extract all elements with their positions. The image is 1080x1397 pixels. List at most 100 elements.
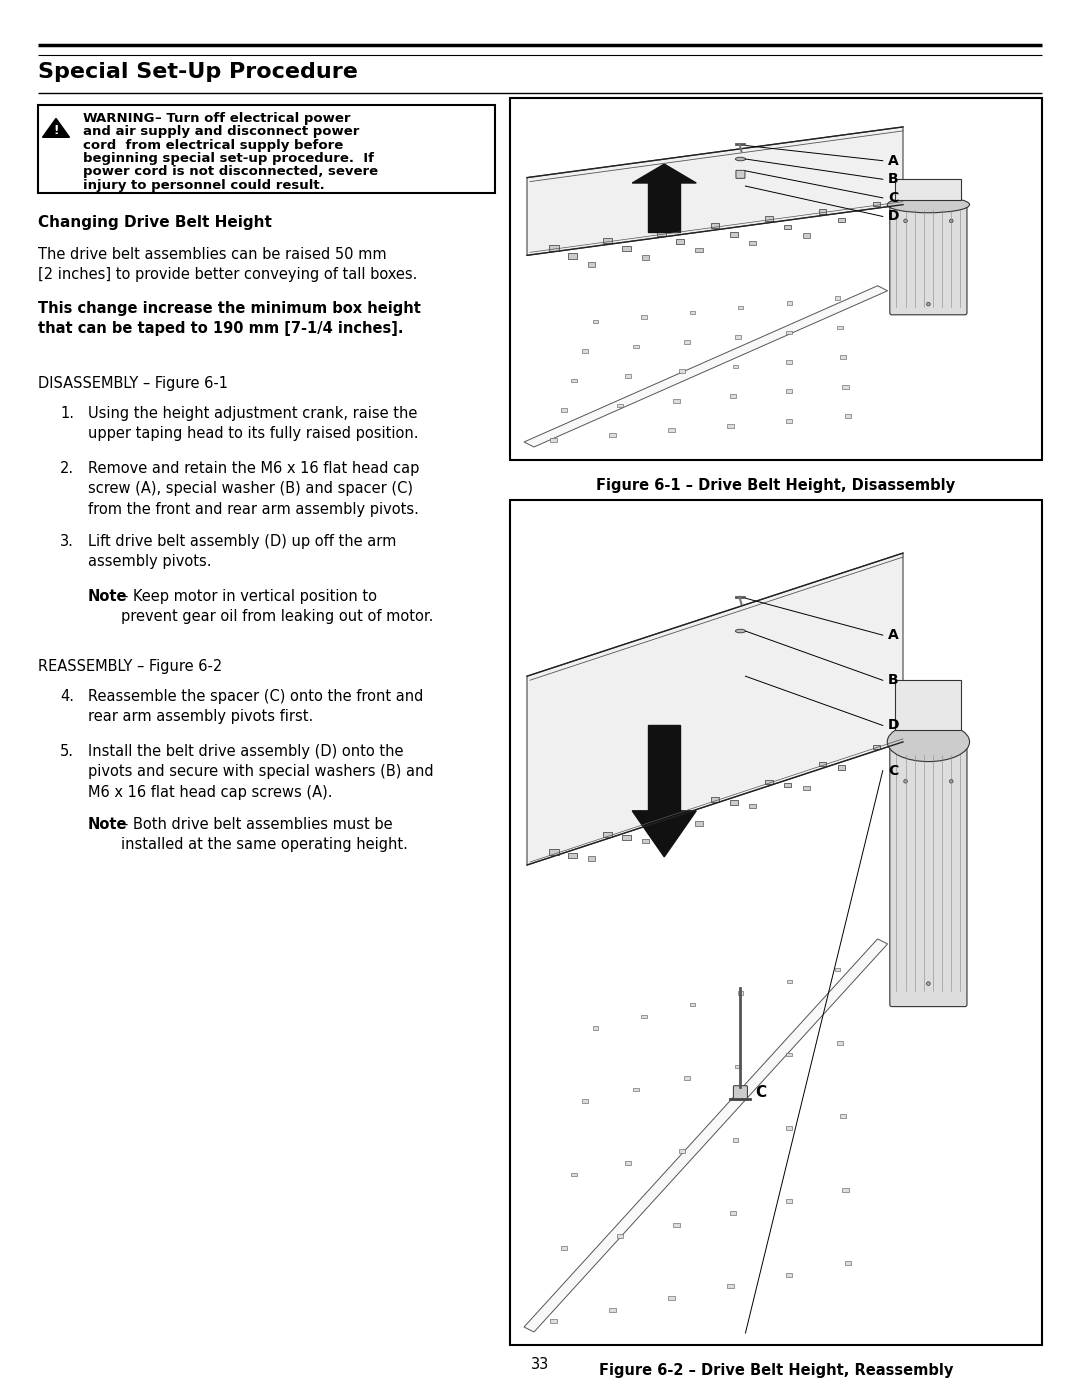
Text: Special Set-Up Procedure: Special Set-Up Procedure — [38, 61, 357, 82]
Polygon shape — [524, 286, 888, 447]
Ellipse shape — [888, 722, 970, 761]
FancyBboxPatch shape — [690, 1003, 694, 1006]
Text: 33: 33 — [531, 1356, 549, 1372]
FancyBboxPatch shape — [842, 1187, 849, 1192]
FancyBboxPatch shape — [786, 1126, 792, 1130]
FancyBboxPatch shape — [837, 326, 843, 330]
FancyBboxPatch shape — [568, 253, 577, 258]
FancyBboxPatch shape — [685, 1076, 690, 1080]
FancyBboxPatch shape — [804, 233, 810, 237]
FancyBboxPatch shape — [890, 740, 967, 1007]
FancyBboxPatch shape — [685, 339, 690, 344]
FancyBboxPatch shape — [727, 1284, 733, 1288]
Ellipse shape — [888, 197, 970, 212]
Polygon shape — [527, 127, 903, 256]
FancyBboxPatch shape — [786, 1053, 792, 1056]
Text: B: B — [888, 172, 899, 186]
Text: C: C — [755, 1085, 767, 1101]
FancyBboxPatch shape — [840, 355, 846, 359]
Text: Reassemble the spacer (C) onto the front and
rear arm assembly pivots first.: Reassemble the spacer (C) onto the front… — [87, 689, 423, 725]
Text: C: C — [888, 764, 897, 778]
FancyBboxPatch shape — [873, 745, 880, 749]
FancyBboxPatch shape — [571, 1172, 578, 1176]
Circle shape — [904, 219, 907, 222]
FancyBboxPatch shape — [750, 240, 756, 244]
FancyBboxPatch shape — [633, 1088, 638, 1091]
FancyBboxPatch shape — [840, 1115, 846, 1118]
FancyBboxPatch shape — [549, 244, 558, 250]
Polygon shape — [527, 553, 903, 865]
Circle shape — [927, 302, 930, 306]
FancyBboxPatch shape — [582, 349, 588, 353]
FancyBboxPatch shape — [568, 852, 577, 858]
FancyBboxPatch shape — [603, 237, 612, 243]
Text: Install the belt drive assembly (D) onto the
pivots and secure with special wash: Install the belt drive assembly (D) onto… — [87, 745, 434, 800]
FancyBboxPatch shape — [510, 98, 1042, 460]
FancyBboxPatch shape — [819, 210, 826, 214]
FancyBboxPatch shape — [727, 423, 733, 427]
FancyBboxPatch shape — [642, 254, 649, 260]
FancyBboxPatch shape — [786, 331, 792, 334]
Circle shape — [904, 780, 907, 784]
FancyBboxPatch shape — [588, 856, 595, 861]
FancyBboxPatch shape — [642, 838, 649, 844]
FancyBboxPatch shape — [582, 1099, 588, 1104]
FancyBboxPatch shape — [593, 1027, 598, 1030]
FancyBboxPatch shape — [835, 968, 840, 971]
FancyBboxPatch shape — [679, 1150, 685, 1153]
FancyBboxPatch shape — [804, 787, 810, 791]
Circle shape — [949, 219, 953, 222]
FancyBboxPatch shape — [609, 1308, 616, 1312]
Text: A: A — [888, 629, 899, 643]
Text: REASSEMBLY – Figure 6-2: REASSEMBLY – Figure 6-2 — [38, 659, 222, 673]
FancyBboxPatch shape — [561, 408, 567, 412]
Polygon shape — [632, 163, 697, 183]
FancyBboxPatch shape — [735, 170, 745, 179]
FancyBboxPatch shape — [633, 345, 638, 348]
Text: DISASSEMBLY – Figure 6-1: DISASSEMBLY – Figure 6-1 — [38, 376, 228, 391]
FancyBboxPatch shape — [696, 247, 702, 253]
FancyBboxPatch shape — [845, 415, 851, 418]
Text: B: B — [888, 673, 899, 687]
FancyBboxPatch shape — [895, 179, 961, 200]
FancyBboxPatch shape — [765, 217, 773, 221]
FancyBboxPatch shape — [550, 1319, 556, 1323]
FancyBboxPatch shape — [735, 1065, 741, 1069]
Text: 4.: 4. — [60, 689, 75, 704]
FancyBboxPatch shape — [657, 814, 665, 820]
FancyBboxPatch shape — [735, 335, 741, 339]
FancyBboxPatch shape — [642, 1014, 647, 1018]
FancyBboxPatch shape — [835, 296, 840, 300]
Polygon shape — [648, 182, 680, 232]
Text: !: ! — [53, 123, 58, 137]
Text: D: D — [888, 718, 900, 732]
Ellipse shape — [735, 629, 745, 633]
FancyBboxPatch shape — [786, 419, 793, 423]
Circle shape — [949, 780, 953, 784]
FancyBboxPatch shape — [838, 218, 845, 222]
Text: 2.: 2. — [60, 461, 75, 476]
Text: Note: Note — [87, 817, 127, 833]
FancyBboxPatch shape — [730, 800, 738, 805]
Text: – Keep motor in vertical position to
prevent gear oil from leaking out of motor.: – Keep motor in vertical position to pre… — [121, 590, 433, 624]
FancyBboxPatch shape — [895, 680, 961, 729]
FancyBboxPatch shape — [622, 246, 631, 251]
FancyBboxPatch shape — [669, 1296, 675, 1299]
FancyBboxPatch shape — [765, 780, 773, 784]
Text: power cord is not disconnected, severe: power cord is not disconnected, severe — [83, 165, 378, 179]
Text: D: D — [888, 210, 900, 224]
Text: A: A — [888, 154, 899, 168]
Text: Remove and retain the M6 x 16 flat head cap
screw (A), special washer (B) and sp: Remove and retain the M6 x 16 flat head … — [87, 461, 419, 517]
FancyBboxPatch shape — [617, 404, 623, 408]
FancyBboxPatch shape — [838, 766, 845, 770]
FancyBboxPatch shape — [750, 803, 756, 807]
FancyBboxPatch shape — [642, 316, 647, 319]
FancyBboxPatch shape — [733, 1085, 747, 1099]
FancyBboxPatch shape — [696, 821, 702, 826]
FancyBboxPatch shape — [784, 225, 792, 229]
FancyBboxPatch shape — [890, 203, 967, 314]
Text: C: C — [888, 191, 897, 205]
Polygon shape — [632, 810, 697, 856]
FancyBboxPatch shape — [38, 105, 495, 193]
FancyBboxPatch shape — [690, 310, 694, 314]
